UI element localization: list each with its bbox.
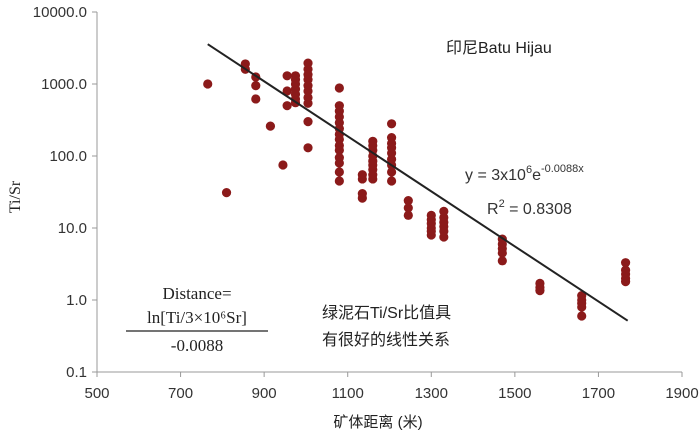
data-point xyxy=(334,145,344,155)
x-axis-ticks: 500 700 900 1100 1300 1500 1700 1900 xyxy=(84,372,699,402)
y-tick-label: 100.0 xyxy=(49,148,87,165)
r-squared-label: R2 = 0.8308 xyxy=(487,198,572,218)
data-point xyxy=(497,256,507,266)
x-tick-label: 1500 xyxy=(498,385,531,402)
formula-line-2: ln[Ti/3×10⁶Sr] xyxy=(147,308,247,327)
x-tick-label: 500 xyxy=(84,385,109,402)
r2-sup: 2 xyxy=(499,198,505,210)
data-point xyxy=(368,174,378,184)
location-label: 印尼Batu Hijau xyxy=(446,39,552,57)
equation-exponent-1: 6 xyxy=(526,164,532,176)
y-tick-label: 10000.0 xyxy=(33,4,87,21)
x-tick-label: 1700 xyxy=(582,385,615,402)
y-tick-label: 1.0 xyxy=(66,292,87,309)
data-point xyxy=(203,79,213,89)
data-point xyxy=(251,81,261,91)
data-point xyxy=(278,160,288,170)
data-point xyxy=(497,248,507,258)
data-point xyxy=(334,167,344,177)
data-point xyxy=(303,98,313,108)
data-point xyxy=(282,86,292,96)
data-point xyxy=(303,86,313,96)
data-point xyxy=(334,176,344,186)
note-line-1: 绿泥石Ti/Sr比值具 xyxy=(322,304,451,322)
data-point xyxy=(620,258,631,268)
y-axis-ticks: 10000.0 1000.0 100.0 10.0 1.0 0.1 xyxy=(33,4,97,381)
y-tick-label: 10.0 xyxy=(58,220,87,237)
data-point xyxy=(439,232,449,242)
data-point xyxy=(403,210,413,220)
r2-value: = 0.8308 xyxy=(505,201,572,218)
data-point xyxy=(426,230,436,240)
axes xyxy=(96,12,682,373)
formula-line-1: Distance= xyxy=(162,284,231,303)
data-point xyxy=(334,158,344,168)
trendline-group xyxy=(207,43,629,322)
y-axis-title: Ti/Sr xyxy=(7,180,24,213)
data-point xyxy=(577,302,587,312)
data-point xyxy=(403,196,413,206)
trendline xyxy=(207,43,629,322)
data-point xyxy=(535,286,545,296)
equation-exponent-2: -0.0088x xyxy=(541,163,584,175)
data-point xyxy=(357,174,367,184)
data-point xyxy=(386,176,397,186)
data-point xyxy=(303,117,313,127)
x-tick-label: 1300 xyxy=(415,385,448,402)
y-tick-label: 0.1 xyxy=(66,364,87,381)
x-tick-label: 1900 xyxy=(665,385,698,402)
y-tick-label: 1000.0 xyxy=(41,76,87,93)
note-line-2: 有很好的线性关系 xyxy=(322,331,450,349)
x-tick-label: 900 xyxy=(252,385,277,402)
x-axis-title: 矿体距离 (米) xyxy=(333,414,422,431)
data-point xyxy=(577,311,587,321)
data-point xyxy=(303,143,313,153)
data-point xyxy=(221,188,232,198)
data-point xyxy=(357,193,367,203)
data-point xyxy=(403,203,413,213)
equation-e: e xyxy=(532,167,541,184)
data-point xyxy=(334,83,344,93)
data-point xyxy=(251,94,261,104)
formula-line-3: -0.0088 xyxy=(171,336,223,355)
data-point xyxy=(386,119,397,129)
data-point xyxy=(386,167,397,177)
data-point xyxy=(282,101,292,111)
equation-base: y = 3x10 xyxy=(465,167,526,184)
data-point xyxy=(282,71,292,81)
data-point xyxy=(265,121,276,131)
x-tick-label: 700 xyxy=(168,385,193,402)
trendline-equation: y = 3x106e-0.0088x xyxy=(465,163,584,184)
x-tick-label: 1100 xyxy=(332,385,364,402)
r2-r: R xyxy=(487,201,499,218)
data-point xyxy=(620,277,631,287)
